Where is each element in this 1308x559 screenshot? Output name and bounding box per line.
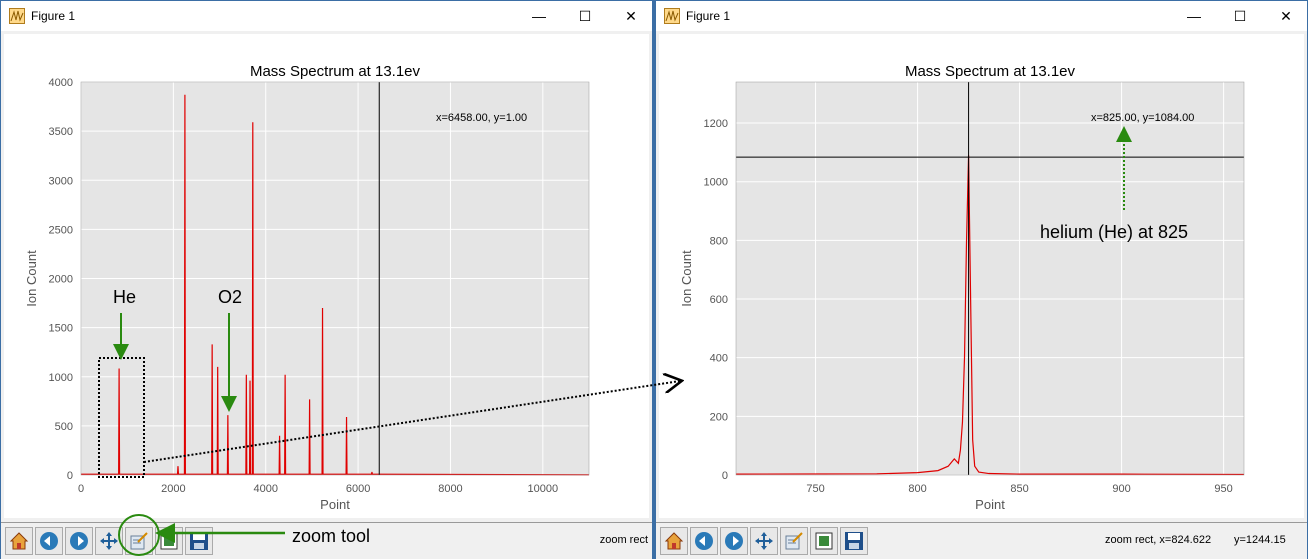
y-tick-label: 600 — [710, 294, 728, 306]
chart-title: Mass Spectrum at 13.1ev — [250, 63, 421, 80]
save-button[interactable] — [840, 527, 868, 555]
plot-area — [736, 82, 1244, 475]
back-button[interactable] — [35, 527, 63, 555]
plot-frame — [735, 81, 1245, 476]
y-tick-label: 1000 — [49, 372, 73, 384]
window-title: Figure 1 — [686, 9, 731, 23]
spectrum-chart-zoomed[interactable]: 750 800 850 900 950 0 200 400 600 800 1000 1200 Mass… — [659, 34, 1304, 518]
x-axis-label: Point — [975, 497, 1005, 512]
figure-canvas[interactable]: 0 2000 4000 6000 8000 10000 0 500 1000 1500 2000 25… — [4, 34, 649, 518]
back-icon — [695, 532, 713, 550]
configure-subplots-button[interactable] — [810, 527, 838, 555]
back-icon — [40, 532, 58, 550]
pan-icon — [755, 532, 773, 550]
home-icon — [664, 532, 684, 550]
figure-window-right: Figure 1 — ☐ ✕ 750 800 850 900 950 0 200 400 600… — [655, 0, 1308, 559]
forward-icon — [725, 532, 743, 550]
cursor-readout: x=825.00, y=1084.00 — [1091, 112, 1194, 124]
y-tick-label: 800 — [710, 235, 728, 247]
status-mode: zoom rect, x=824.622 — [1105, 534, 1212, 546]
home-button[interactable] — [660, 527, 688, 555]
cursor-readout: x=6458.00, y=1.00 — [436, 112, 527, 124]
figure-canvas[interactable]: 750 800 850 900 950 0 200 400 600 800 1000 1200 Mass… — [659, 34, 1304, 518]
home-button[interactable] — [5, 527, 33, 555]
maximize-button[interactable]: ☐ — [578, 8, 592, 24]
save-icon — [845, 532, 863, 550]
x-tick-label: 4000 — [253, 483, 277, 495]
forward-icon — [70, 532, 88, 550]
x-tick-label: 850 — [1010, 483, 1028, 495]
y-axis-label: Ion Count — [679, 250, 694, 307]
save-icon — [190, 532, 208, 550]
spectrum-line — [735, 155, 1245, 476]
minimize-button[interactable]: — — [532, 8, 546, 24]
zoom-button[interactable] — [780, 527, 808, 555]
window-title: Figure 1 — [31, 9, 76, 23]
y-tick-label: 500 — [55, 421, 73, 433]
matplotlib-app-icon — [9, 8, 25, 24]
o2-annotation: O2 — [218, 287, 243, 307]
close-button[interactable]: ✕ — [1280, 8, 1292, 24]
x-tick-label: 0 — [78, 483, 84, 495]
maximize-button[interactable]: ☐ — [1233, 8, 1247, 24]
minimize-button[interactable]: — — [1187, 8, 1201, 24]
pan-button[interactable] — [750, 527, 778, 555]
x-axis-label: Point — [320, 497, 350, 512]
y-tick-label: 3000 — [49, 175, 73, 187]
y-tick-label: 1200 — [704, 118, 728, 130]
forward-button[interactable] — [720, 527, 748, 555]
zoom-button[interactable] — [125, 527, 153, 555]
close-button[interactable]: ✕ — [625, 8, 637, 24]
configure-subplots-icon — [160, 532, 178, 550]
pan-icon — [100, 532, 118, 550]
forward-button[interactable] — [65, 527, 93, 555]
zoom-tool-annotation: zoom tool — [292, 526, 371, 546]
helium-annotation: helium (He) at 825 — [1040, 222, 1189, 242]
y-axis-label: Ion Count — [24, 250, 39, 307]
x-tick-label: 10000 — [528, 483, 559, 495]
back-button[interactable] — [690, 527, 718, 555]
status-mode: zoom rect — [599, 534, 648, 546]
y-tick-label: 400 — [710, 353, 728, 365]
plot-frame — [80, 81, 590, 476]
y-tick-label: 1500 — [49, 323, 73, 335]
status-coords: y=1244.15 — [1234, 534, 1286, 546]
y-tick-label: 0 — [67, 470, 73, 482]
x-tick-label: 750 — [806, 483, 824, 495]
navigation-toolbar: zoom rect, x=824.622 y=1244.15 — [656, 522, 1307, 559]
pan-button[interactable] — [95, 527, 123, 555]
x-tick-label: 900 — [1112, 483, 1130, 495]
y-tick-label: 0 — [722, 470, 728, 482]
spectrum-chart-full[interactable]: 0 2000 4000 6000 8000 10000 0 500 1000 1500 2000 25… — [4, 34, 649, 518]
chart-title: Mass Spectrum at 13.1ev — [905, 63, 1076, 80]
save-button[interactable] — [185, 527, 213, 555]
navigation-toolbar: zoom rect — [1, 522, 652, 559]
x-tick-label: 6000 — [346, 483, 370, 495]
zoom-icon — [785, 532, 803, 550]
title-bar[interactable]: Figure 1 — ☐ ✕ — [656, 1, 1307, 31]
x-tick-label: 2000 — [161, 483, 185, 495]
y-tick-label: 2500 — [49, 224, 73, 236]
y-tick-label: 200 — [710, 411, 728, 423]
zoom-icon — [130, 532, 148, 550]
x-tick-label: 800 — [908, 483, 926, 495]
y-tick-label: 3500 — [49, 126, 73, 138]
home-icon — [9, 532, 29, 550]
he-annotation: He — [113, 287, 137, 307]
y-tick-label: 2000 — [49, 274, 73, 286]
matplotlib-app-icon — [664, 8, 680, 24]
x-tick-label: 8000 — [438, 483, 462, 495]
x-tick-label: 950 — [1214, 483, 1232, 495]
y-tick-label: 1000 — [704, 177, 728, 189]
configure-subplots-icon — [815, 532, 833, 550]
title-bar[interactable]: Figure 1 — ☐ ✕ — [1, 1, 652, 31]
figure-window-left: Figure 1 — ☐ ✕ 0 2000 4000 6000 8000 10000 0 50… — [0, 0, 653, 559]
configure-subplots-button[interactable] — [155, 527, 183, 555]
y-tick-label: 4000 — [49, 77, 73, 89]
